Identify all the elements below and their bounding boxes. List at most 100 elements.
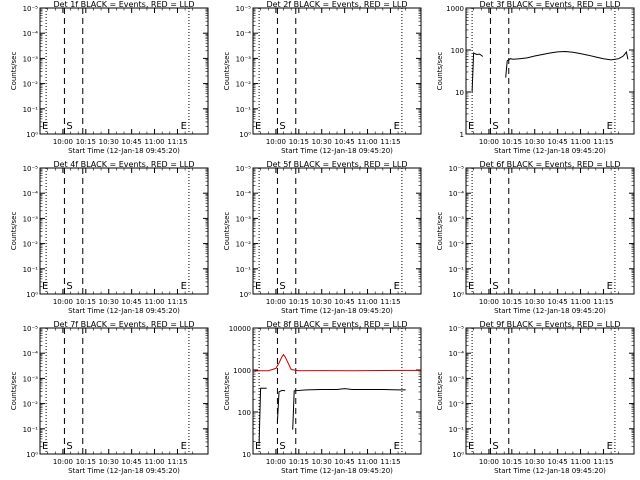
x-tick-label: 11:15 <box>167 138 187 146</box>
y-tick-label: 10 <box>455 89 464 97</box>
y-tick-label: 10 <box>242 451 251 459</box>
x-axis-label: Start Time (12-Jan-18 09:45:20) <box>494 307 606 315</box>
lld-series-line <box>254 353 422 372</box>
x-tick-label: 11:00 <box>144 138 164 146</box>
x-tick-label: 10:15 <box>289 298 309 306</box>
x-tick-label: 10:15 <box>76 458 96 466</box>
detector-panel-2: Det 2f BLACK = Events, RED = LLD 10⁰ 10⁻¹ 1… <box>223 0 422 155</box>
x-tick-label: 11:00 <box>357 298 377 306</box>
x-tick-label: 10:30 <box>99 458 119 466</box>
x-tick-label: 10:45 <box>335 138 355 146</box>
y-tick-label: 10⁻² <box>236 241 252 249</box>
y-tick-label: 1000 <box>446 5 464 13</box>
marker-s: S <box>279 441 285 452</box>
panel-title: Det 2f BLACK = Events, RED = LLD <box>266 0 407 9</box>
panel-title: Det 5f BLACK = Events, RED = LLD <box>266 160 407 169</box>
x-tick-label: 11:00 <box>144 298 164 306</box>
x-tick-label: 10:45 <box>122 458 142 466</box>
x-tick-label: 10:15 <box>502 458 522 466</box>
events-series-line <box>292 388 406 430</box>
marker-s: S <box>279 281 285 292</box>
y-tick-label: 10⁻⁵ <box>449 325 465 333</box>
plot-frame <box>39 327 209 455</box>
y-axis-label: Counts/sec <box>436 372 444 411</box>
y-tick-label: 1 <box>460 131 464 139</box>
x-tick-label: 10:30 <box>525 458 545 466</box>
detector-panel-8: Det 8f BLACK = Events, RED = LLD 10 100 100… <box>223 320 422 475</box>
x-tick-label: 11:15 <box>593 458 613 466</box>
events-series-line <box>505 50 629 78</box>
x-tick-label: 11:15 <box>593 138 613 146</box>
marker-e-start: E <box>42 441 48 452</box>
x-tick-label: 11:00 <box>570 138 590 146</box>
x-tick-label: 11:00 <box>144 458 164 466</box>
x-tick-label: 10:30 <box>312 458 332 466</box>
panel-title: Det 4f BLACK = Events, RED = LLD <box>53 160 194 169</box>
x-axis-label: Start Time (12-Jan-18 09:45:20) <box>494 467 606 475</box>
y-tick-label: 10⁰ <box>239 131 251 139</box>
y-tick-label: 10⁻⁴ <box>236 30 252 38</box>
x-axis-label: Start Time (12-Jan-18 09:45:20) <box>281 147 393 155</box>
detector-panel-5: Det 5f BLACK = Events, RED = LLD 10⁰ 10⁻¹ 1… <box>223 160 422 315</box>
x-tick-label: 11:15 <box>167 298 187 306</box>
y-tick-label: 10⁻⁴ <box>23 190 39 198</box>
x-tick-label: 10:15 <box>502 298 522 306</box>
panel-title: Det 3f BLACK = Events, RED = LLD <box>479 0 620 9</box>
y-tick-label: 10⁻¹ <box>236 106 252 114</box>
x-tick-label: 10:45 <box>122 298 142 306</box>
y-tick-label: 10⁻⁴ <box>449 190 465 198</box>
y-tick-label: 10⁻³ <box>449 215 465 223</box>
y-tick-label: 100 <box>238 409 251 417</box>
x-tick-label: 10:30 <box>525 138 545 146</box>
plot-frame <box>252 7 422 135</box>
marker-s: S <box>66 441 72 452</box>
marker-s: S <box>279 121 285 132</box>
x-tick-label: 10:00 <box>53 298 73 306</box>
y-tick-label: 10⁻⁵ <box>23 165 39 173</box>
plot-frame <box>252 327 422 455</box>
x-tick-label: 10:45 <box>335 298 355 306</box>
x-axis-label: Start Time (12-Jan-18 09:45:20) <box>68 467 180 475</box>
y-axis-label: Counts/sec <box>10 372 18 411</box>
y-axis-label: Counts/sec <box>436 52 444 91</box>
y-tick-label: 10⁰ <box>26 451 38 459</box>
marker-e-end: E <box>394 121 400 132</box>
x-tick-label: 10:00 <box>266 458 286 466</box>
x-tick-label: 10:00 <box>479 298 499 306</box>
y-tick-label: 10⁻¹ <box>23 426 39 434</box>
x-tick-label: 10:45 <box>335 458 355 466</box>
y-tick-label: 10⁻² <box>23 241 39 249</box>
plot-frame <box>39 7 209 135</box>
y-tick-label: 10⁻² <box>449 401 465 409</box>
x-tick-label: 11:15 <box>380 298 400 306</box>
marker-e-start: E <box>468 281 474 292</box>
x-tick-label: 10:30 <box>312 138 332 146</box>
marker-s: S <box>492 441 498 452</box>
y-tick-label: 10⁻² <box>449 241 465 249</box>
marker-e-start: E <box>42 281 48 292</box>
y-tick-label: 10⁻⁵ <box>23 5 39 13</box>
x-tick-label: 10:00 <box>53 458 73 466</box>
y-axis-label: Counts/sec <box>10 212 18 251</box>
y-tick-label: 10⁻³ <box>449 375 465 383</box>
marker-e-end: E <box>181 121 187 132</box>
marker-e-end: E <box>607 281 613 292</box>
y-tick-label: 10⁻² <box>236 81 252 89</box>
y-axis-label: Counts/sec <box>223 212 231 251</box>
detector-panel-6: Det 6f BLACK = Events, RED = LLD 10⁰ 10⁻¹ 1… <box>436 160 635 315</box>
y-tick-label: 10⁻¹ <box>449 266 465 274</box>
marker-e-end: E <box>394 281 400 292</box>
y-axis-label: Counts/sec <box>223 52 231 91</box>
x-axis-label: Start Time (12-Jan-18 09:45:20) <box>68 307 180 315</box>
y-tick-label: 10⁻² <box>23 81 39 89</box>
x-tick-label: 11:15 <box>380 138 400 146</box>
y-tick-label: 10⁻¹ <box>236 266 252 274</box>
y-tick-label: 10⁻⁴ <box>23 350 39 358</box>
x-tick-label: 11:00 <box>570 458 590 466</box>
marker-e-start: E <box>468 441 474 452</box>
detector-panel-1: Det 1f BLACK = Events, RED = LLD 10⁰ 10⁻¹ 1… <box>10 0 209 155</box>
y-tick-label: 10⁻³ <box>23 375 39 383</box>
events-series-line <box>258 387 267 444</box>
x-tick-label: 10:15 <box>502 138 522 146</box>
panel-title: Det 6f BLACK = Events, RED = LLD <box>479 160 620 169</box>
